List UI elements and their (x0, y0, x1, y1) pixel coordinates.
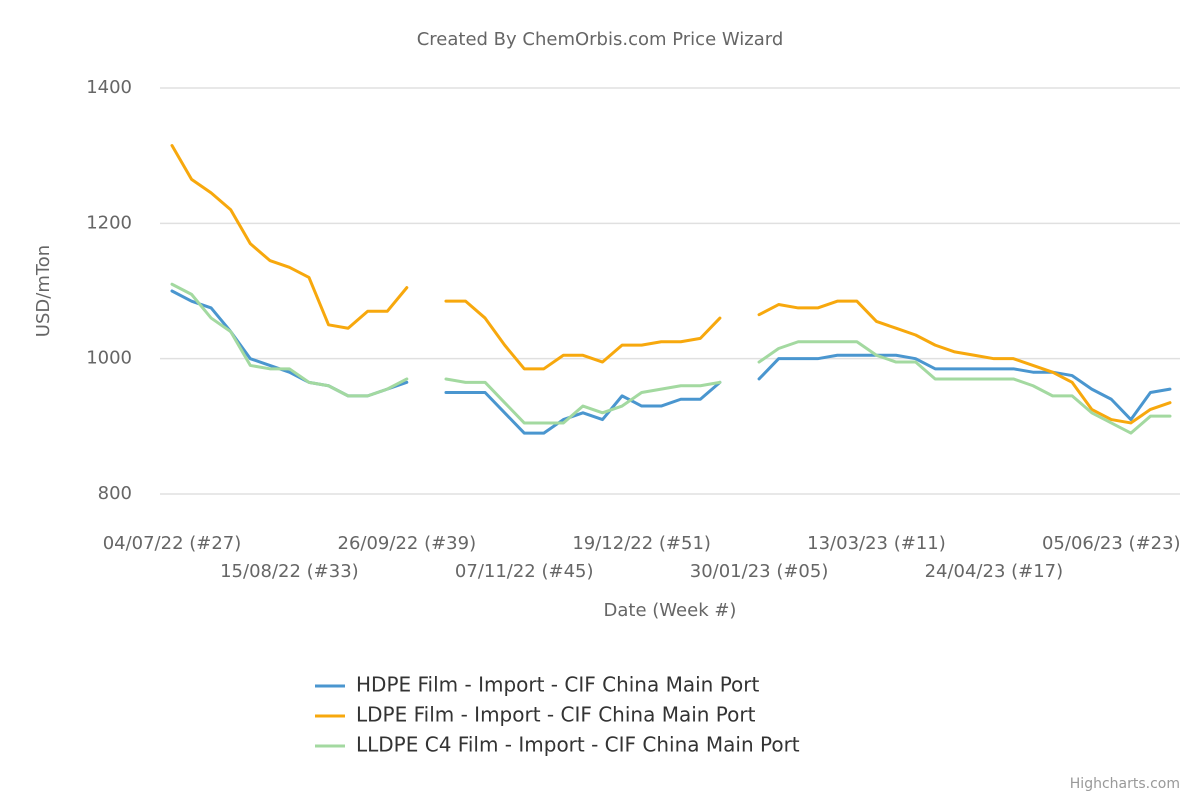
x-tick-label: 15/08/22 (#33) (220, 561, 359, 582)
credit: Highcharts.com (1070, 776, 1180, 792)
x-tick-label: 26/09/22 (#39) (338, 533, 477, 554)
y-tick-label: 1000 (86, 348, 132, 369)
series-line (170, 144, 1172, 425)
y-axis-title: USD/mTon (33, 245, 54, 337)
chart-title: Created By ChemOrbis.com Price Wizard (417, 29, 784, 50)
x-tick-label: 13/03/23 (#11) (807, 533, 946, 554)
y-tick-label: 1200 (86, 212, 132, 233)
x-tick-label: 07/11/22 (#45) (455, 561, 594, 582)
legend-label: LLDPE C4 Film - Import - CIF China Main … (356, 733, 800, 757)
legend-label: LDPE Film - Import - CIF China Main Port (356, 703, 756, 727)
x-tick-label: 19/12/22 (#51) (572, 533, 711, 554)
x-axis-title: Date (Week #) (604, 600, 737, 621)
x-tick-label: 04/07/22 (#27) (103, 533, 242, 554)
series-line (170, 282, 1172, 435)
x-tick-label: 05/06/23 (#23) (1042, 533, 1181, 554)
y-tick-label: 1400 (86, 77, 132, 98)
x-tick-label: 30/01/23 (#05) (690, 561, 829, 582)
x-tick-label: 24/04/23 (#17) (925, 561, 1064, 582)
y-tick-label: 800 (98, 483, 132, 504)
legend-label: HDPE Film - Import - CIF China Main Port (356, 673, 759, 697)
